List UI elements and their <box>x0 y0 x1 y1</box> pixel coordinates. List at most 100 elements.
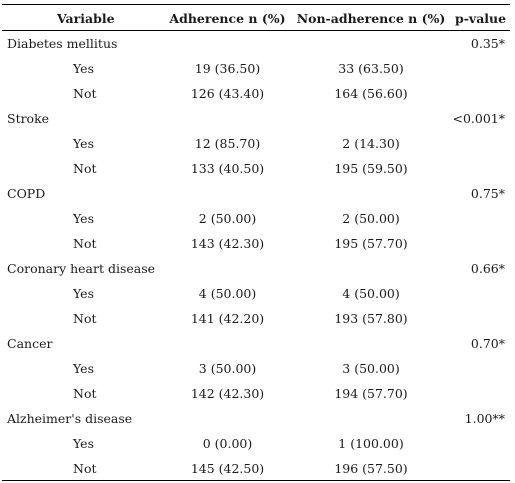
table-row: Yes 0 (0.00) 1 (100.00) <box>0 431 515 456</box>
row-label: Not <box>73 461 97 476</box>
row-label: Yes <box>73 61 94 76</box>
table-row: Not 145 (42.50) 196 (57.50) <box>0 456 515 481</box>
group-label: COPD <box>7 186 46 201</box>
group-label: Cancer <box>7 336 53 351</box>
group-label: Alzheimer's disease <box>7 411 133 426</box>
group-row: COPD 0.75* <box>0 181 515 206</box>
group-row: Stroke <0.001* <box>0 106 515 131</box>
empty-cell <box>165 31 290 56</box>
header-row: Variable Adherence n (%) Non-adherence n… <box>0 6 515 31</box>
adherence-cell: 145 (42.50) <box>190 461 265 476</box>
table-row: Not 126 (43.40) 164 (56.60) <box>0 81 515 106</box>
header-variable: Variable <box>57 11 115 26</box>
empty-cell <box>452 56 515 81</box>
group-row: Cancer 0.70* <box>0 331 515 356</box>
empty-cell <box>290 31 452 56</box>
table-row: Yes 12 (85.70) 2 (14.30) <box>0 131 515 156</box>
group-row: Diabetes mellitus 0.35* <box>0 31 515 56</box>
empty-cell <box>452 156 515 181</box>
p-value-cell: 1.00** <box>464 411 505 426</box>
group-label: Stroke <box>7 111 50 126</box>
p-value-cell: <0.001* <box>452 111 505 126</box>
adherence-cell: 12 (85.70) <box>194 136 261 151</box>
empty-cell <box>452 231 515 256</box>
row-label: Not <box>73 161 97 176</box>
empty-cell <box>290 256 452 281</box>
empty-cell <box>290 406 452 431</box>
adherence-cell: 2 (50.00) <box>198 211 257 226</box>
table-row: Yes 3 (50.00) 3 (50.00) <box>0 356 515 381</box>
adherence-cell: 4 (50.00) <box>198 286 257 301</box>
row-label: Not <box>73 236 97 251</box>
adherence-cell: 126 (43.40) <box>190 86 265 101</box>
p-value-cell: 0.35* <box>470 36 505 51</box>
table-row: Yes 2 (50.00) 2 (50.00) <box>0 206 515 231</box>
non-adherence-cell: 193 (57.80) <box>334 311 408 326</box>
table-row: Yes 4 (50.00) 4 (50.00) <box>0 281 515 306</box>
adherence-cell: 143 (42.30) <box>190 236 265 251</box>
empty-cell <box>452 81 515 106</box>
bottom-rule <box>2 480 510 481</box>
group-row: Coronary heart disease 0.66* <box>0 256 515 281</box>
non-adherence-cell: 164 (56.60) <box>334 86 408 101</box>
adherence-cell: 133 (40.50) <box>190 161 265 176</box>
empty-cell <box>452 431 515 456</box>
non-adherence-cell: 196 (57.50) <box>334 461 408 476</box>
table-row: Yes 19 (36.50) 33 (63.50) <box>0 56 515 81</box>
empty-cell <box>165 331 290 356</box>
adherence-cell: 3 (50.00) <box>198 361 257 376</box>
table-row: Not 143 (42.30) 195 (57.70) <box>0 231 515 256</box>
empty-cell <box>452 456 515 481</box>
empty-cell <box>165 181 290 206</box>
row-label: Yes <box>73 361 94 376</box>
empty-cell <box>165 406 290 431</box>
empty-cell <box>165 256 290 281</box>
non-adherence-cell: 2 (50.00) <box>342 211 400 226</box>
row-label: Not <box>73 386 97 401</box>
group-label: Coronary heart disease <box>7 261 156 276</box>
empty-cell <box>165 106 290 131</box>
empty-cell <box>452 206 515 231</box>
row-label: Yes <box>73 286 94 301</box>
adherence-cell: 19 (36.50) <box>194 61 261 76</box>
top-rule <box>2 4 510 5</box>
adherence-cell: 142 (42.30) <box>190 386 265 401</box>
table-body: Diabetes mellitus 0.35* Yes 19 (36.50) 33 (6… <box>0 31 515 481</box>
table-row: Not 133 (40.50) 195 (59.50) <box>0 156 515 181</box>
empty-cell <box>452 131 515 156</box>
header-rule <box>2 30 510 31</box>
header-non-adherence: Non-adherence n (%) <box>296 11 446 26</box>
results-table: Variable Adherence n (%) Non-adherence n… <box>0 6 515 481</box>
row-label: Yes <box>73 136 94 151</box>
row-label: Yes <box>73 211 94 226</box>
group-row: Alzheimer's disease 1.00** <box>0 406 515 431</box>
empty-cell <box>452 381 515 406</box>
p-value-cell: 0.70* <box>470 336 505 351</box>
non-adherence-cell: 33 (63.50) <box>338 61 404 76</box>
empty-cell <box>452 306 515 331</box>
non-adherence-cell: 4 (50.00) <box>342 286 400 301</box>
empty-cell <box>290 181 452 206</box>
non-adherence-cell: 194 (57.70) <box>334 386 408 401</box>
empty-cell <box>452 281 515 306</box>
non-adherence-cell: 195 (57.70) <box>334 236 408 251</box>
non-adherence-cell: 1 (100.00) <box>338 436 404 451</box>
group-label: Diabetes mellitus <box>7 36 118 51</box>
non-adherence-cell: 2 (14.30) <box>342 136 400 151</box>
header-adherence: Adherence n (%) <box>169 11 286 26</box>
p-value-cell: 0.75* <box>470 186 505 201</box>
empty-cell <box>452 356 515 381</box>
non-adherence-cell: 195 (59.50) <box>334 161 408 176</box>
row-label: Yes <box>73 436 94 451</box>
adherence-cell: 0 (0.00) <box>202 436 253 451</box>
row-label: Not <box>73 86 97 101</box>
empty-cell <box>290 331 452 356</box>
adherence-cell: 141 (42.20) <box>190 311 265 326</box>
row-label: Not <box>73 311 97 326</box>
p-value-cell: 0.66* <box>470 261 505 276</box>
empty-cell <box>290 106 452 131</box>
table-row: Not 141 (42.20) 193 (57.80) <box>0 306 515 331</box>
header-p-value: p-value <box>455 11 507 26</box>
non-adherence-cell: 3 (50.00) <box>342 361 400 376</box>
table-row: Not 142 (42.30) 194 (57.70) <box>0 381 515 406</box>
